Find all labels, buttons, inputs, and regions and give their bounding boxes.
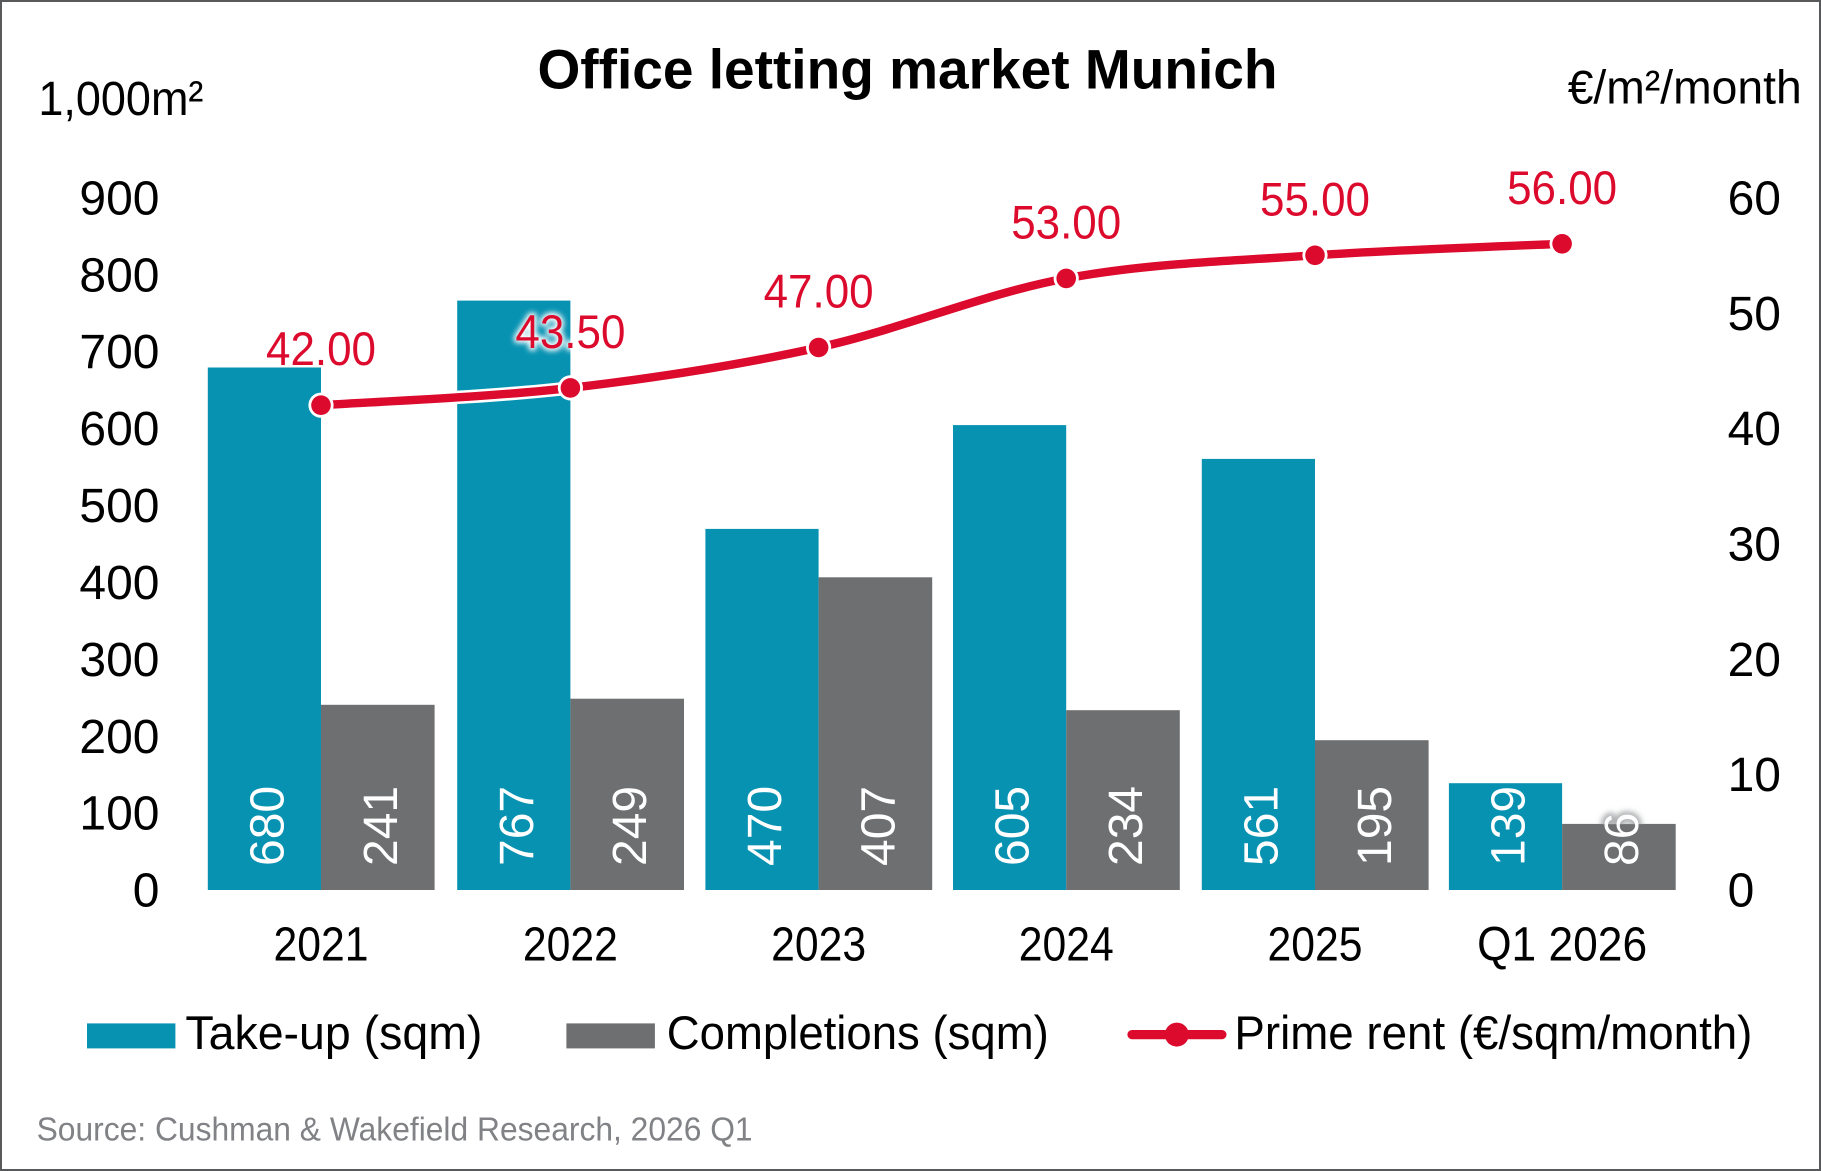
svg-text:561: 561 [1235,786,1288,866]
svg-text:2025: 2025 [1268,919,1363,972]
svg-text:139: 139 [1483,786,1536,866]
svg-text:605: 605 [987,786,1040,866]
svg-text:400: 400 [79,557,159,610]
svg-text:800: 800 [79,249,159,302]
svg-text:2022: 2022 [523,919,618,972]
svg-text:50: 50 [1728,288,1781,341]
svg-text:Prime rent (€/sqm/month): Prime rent (€/sqm/month) [1234,1006,1752,1059]
svg-text:241: 241 [355,786,408,866]
svg-text:Source: Cushman & Wakefield R: Source: Cushman & Wakefield Research, 20… [37,1110,753,1147]
svg-text:Completions (sqm): Completions (sqm) [667,1006,1049,1059]
svg-text:47.00: 47.00 [764,266,874,319]
svg-text:900: 900 [79,172,159,225]
svg-text:0: 0 [1728,864,1755,917]
svg-text:2023: 2023 [771,919,866,972]
svg-text:407: 407 [852,786,905,866]
svg-text:700: 700 [79,326,159,379]
svg-text:470: 470 [739,786,792,866]
svg-text:10: 10 [1728,749,1781,802]
svg-text:€/m²/month: €/m²/month [1568,62,1802,115]
svg-text:30: 30 [1728,519,1781,572]
svg-text:Office letting market Munich: Office letting market Munich [538,37,1278,100]
svg-text:42.00: 42.00 [266,323,376,376]
svg-text:0: 0 [133,865,160,918]
svg-text:55.00: 55.00 [1260,173,1370,226]
svg-text:234: 234 [1100,786,1153,866]
svg-text:200: 200 [79,711,159,764]
svg-text:680: 680 [241,786,294,866]
svg-text:767: 767 [491,786,544,866]
svg-text:86: 86 [1596,813,1649,866]
svg-text:300: 300 [79,634,159,687]
svg-text:Q1 2026: Q1 2026 [1477,919,1647,972]
svg-text:43.50: 43.50 [515,306,625,359]
svg-text:195: 195 [1349,786,1402,866]
svg-text:53.00: 53.00 [1011,196,1121,249]
svg-text:1,000m²: 1,000m² [38,73,203,126]
svg-text:56.00: 56.00 [1507,162,1617,215]
svg-text:249: 249 [604,786,657,866]
svg-text:2021: 2021 [274,919,369,972]
svg-text:100: 100 [79,788,159,841]
svg-text:40: 40 [1728,403,1781,456]
svg-text:60: 60 [1728,173,1781,226]
svg-text:43.50: 43.50 [515,306,625,359]
svg-text:2024: 2024 [1019,919,1114,972]
svg-text:20: 20 [1728,634,1781,687]
svg-text:600: 600 [79,403,159,456]
svg-text:500: 500 [79,480,159,533]
svg-text:Take-up (sqm): Take-up (sqm) [185,1006,482,1059]
svg-text:86: 86 [1596,813,1649,866]
